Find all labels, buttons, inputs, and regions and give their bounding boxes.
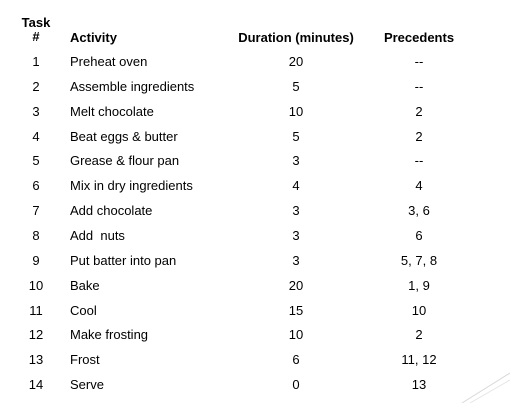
cell-activity: Serve: [70, 377, 104, 392]
cell-task: 7: [32, 203, 40, 218]
cell-duration: 0: [292, 377, 300, 392]
cell-task: 6: [32, 178, 40, 193]
cell-task: 5: [32, 153, 40, 168]
cell-task: 4: [32, 129, 40, 144]
table-row: 7 Add chocolate 3 3, 6: [0, 201, 510, 221]
cell-task: 14: [28, 377, 44, 392]
cell-activity: Frost: [70, 352, 100, 367]
cell-task: 13: [28, 352, 44, 367]
cell-precedents: 3, 6: [408, 203, 430, 218]
header-task-line2: #: [32, 29, 40, 44]
cell-activity: Assemble ingredients: [70, 79, 195, 94]
cell-duration: 3: [292, 203, 300, 218]
cell-task: 3: [32, 104, 40, 119]
cell-precedents: 11, 12: [401, 352, 437, 367]
cell-duration: 3: [292, 253, 300, 268]
cell-activity: Mix in dry ingredients: [70, 178, 193, 193]
cell-duration: 15: [288, 303, 304, 318]
cell-duration: 3: [292, 153, 300, 168]
cell-precedents: --: [414, 54, 424, 69]
cell-activity: Cool: [70, 303, 97, 318]
cell-precedents: 4: [415, 178, 423, 193]
cell-duration: 20: [288, 54, 304, 69]
cell-precedents: 1, 9: [408, 278, 430, 293]
table-row: 11 Cool 15 10: [0, 301, 510, 321]
table-row: 9 Put batter into pan 3 5, 7, 8: [0, 251, 510, 271]
cell-task: 11: [29, 303, 43, 318]
cell-duration: 10: [288, 104, 304, 119]
cell-activity: Bake: [70, 278, 100, 293]
header-task-line1: Task: [21, 15, 51, 30]
cell-duration: 5: [292, 129, 300, 144]
table-row: 10 Bake 20 1, 9: [0, 276, 510, 296]
cell-task: 10: [28, 278, 44, 293]
cell-task: 2: [32, 79, 40, 94]
cell-precedents: 13: [411, 377, 427, 392]
cell-task: 12: [28, 327, 44, 342]
cell-duration: 4: [292, 178, 300, 193]
cell-task: 9: [32, 253, 40, 268]
cell-activity: Grease & flour pan: [70, 153, 180, 168]
cell-precedents: --: [414, 153, 424, 168]
table-row: 3 Melt chocolate 10 2: [0, 102, 510, 122]
table-row: 12 Make frosting 10 2: [0, 325, 510, 345]
cell-duration: 10: [288, 327, 304, 342]
cell-activity: Melt chocolate: [70, 104, 154, 119]
table-row: 5 Grease & flour pan 3 --: [0, 151, 510, 171]
cell-precedents: 2: [415, 129, 423, 144]
cell-activity: Preheat oven: [70, 54, 148, 69]
corner-line-2: [469, 379, 510, 403]
header-precedents: Precedents: [383, 30, 455, 45]
cell-activity: Beat eggs & butter: [70, 129, 178, 144]
header-task: Task #: [19, 16, 53, 44]
cell-duration: 5: [292, 79, 300, 94]
table-row: 13 Frost 6 11, 12: [0, 350, 510, 370]
cell-activity: Add chocolate: [70, 203, 153, 218]
cell-precedents: 2: [415, 104, 423, 119]
table-row: 4 Beat eggs & butter 5 2: [0, 127, 510, 147]
cell-activity: Add nuts: [70, 228, 125, 243]
table-row: 6 Mix in dry ingredients 4 4: [0, 176, 510, 196]
header-activity: Activity: [70, 30, 117, 45]
cell-duration: 6: [292, 352, 300, 367]
cell-precedents: 2: [415, 327, 423, 342]
table-row: 1 Preheat oven 20 --: [0, 52, 510, 72]
cell-task: 8: [32, 228, 40, 243]
cell-precedents: 10: [411, 303, 427, 318]
corner-line-1: [461, 372, 510, 403]
cell-task: 1: [32, 54, 40, 69]
cell-duration: 3: [292, 228, 300, 243]
header-duration: Duration (minutes): [238, 30, 354, 45]
table-row: 8 Add nuts 3 6: [0, 226, 510, 246]
table-row: 2 Assemble ingredients 5 --: [0, 77, 510, 97]
cell-activity: Make frosting: [70, 327, 149, 342]
cell-precedents: --: [414, 79, 424, 94]
cell-precedents: 6: [415, 228, 423, 243]
cell-precedents: 5, 7, 8: [400, 253, 438, 268]
cell-activity: Put batter into pan: [70, 253, 177, 268]
table-row: 14 Serve 0 13: [0, 375, 510, 395]
cell-duration: 20: [288, 278, 304, 293]
